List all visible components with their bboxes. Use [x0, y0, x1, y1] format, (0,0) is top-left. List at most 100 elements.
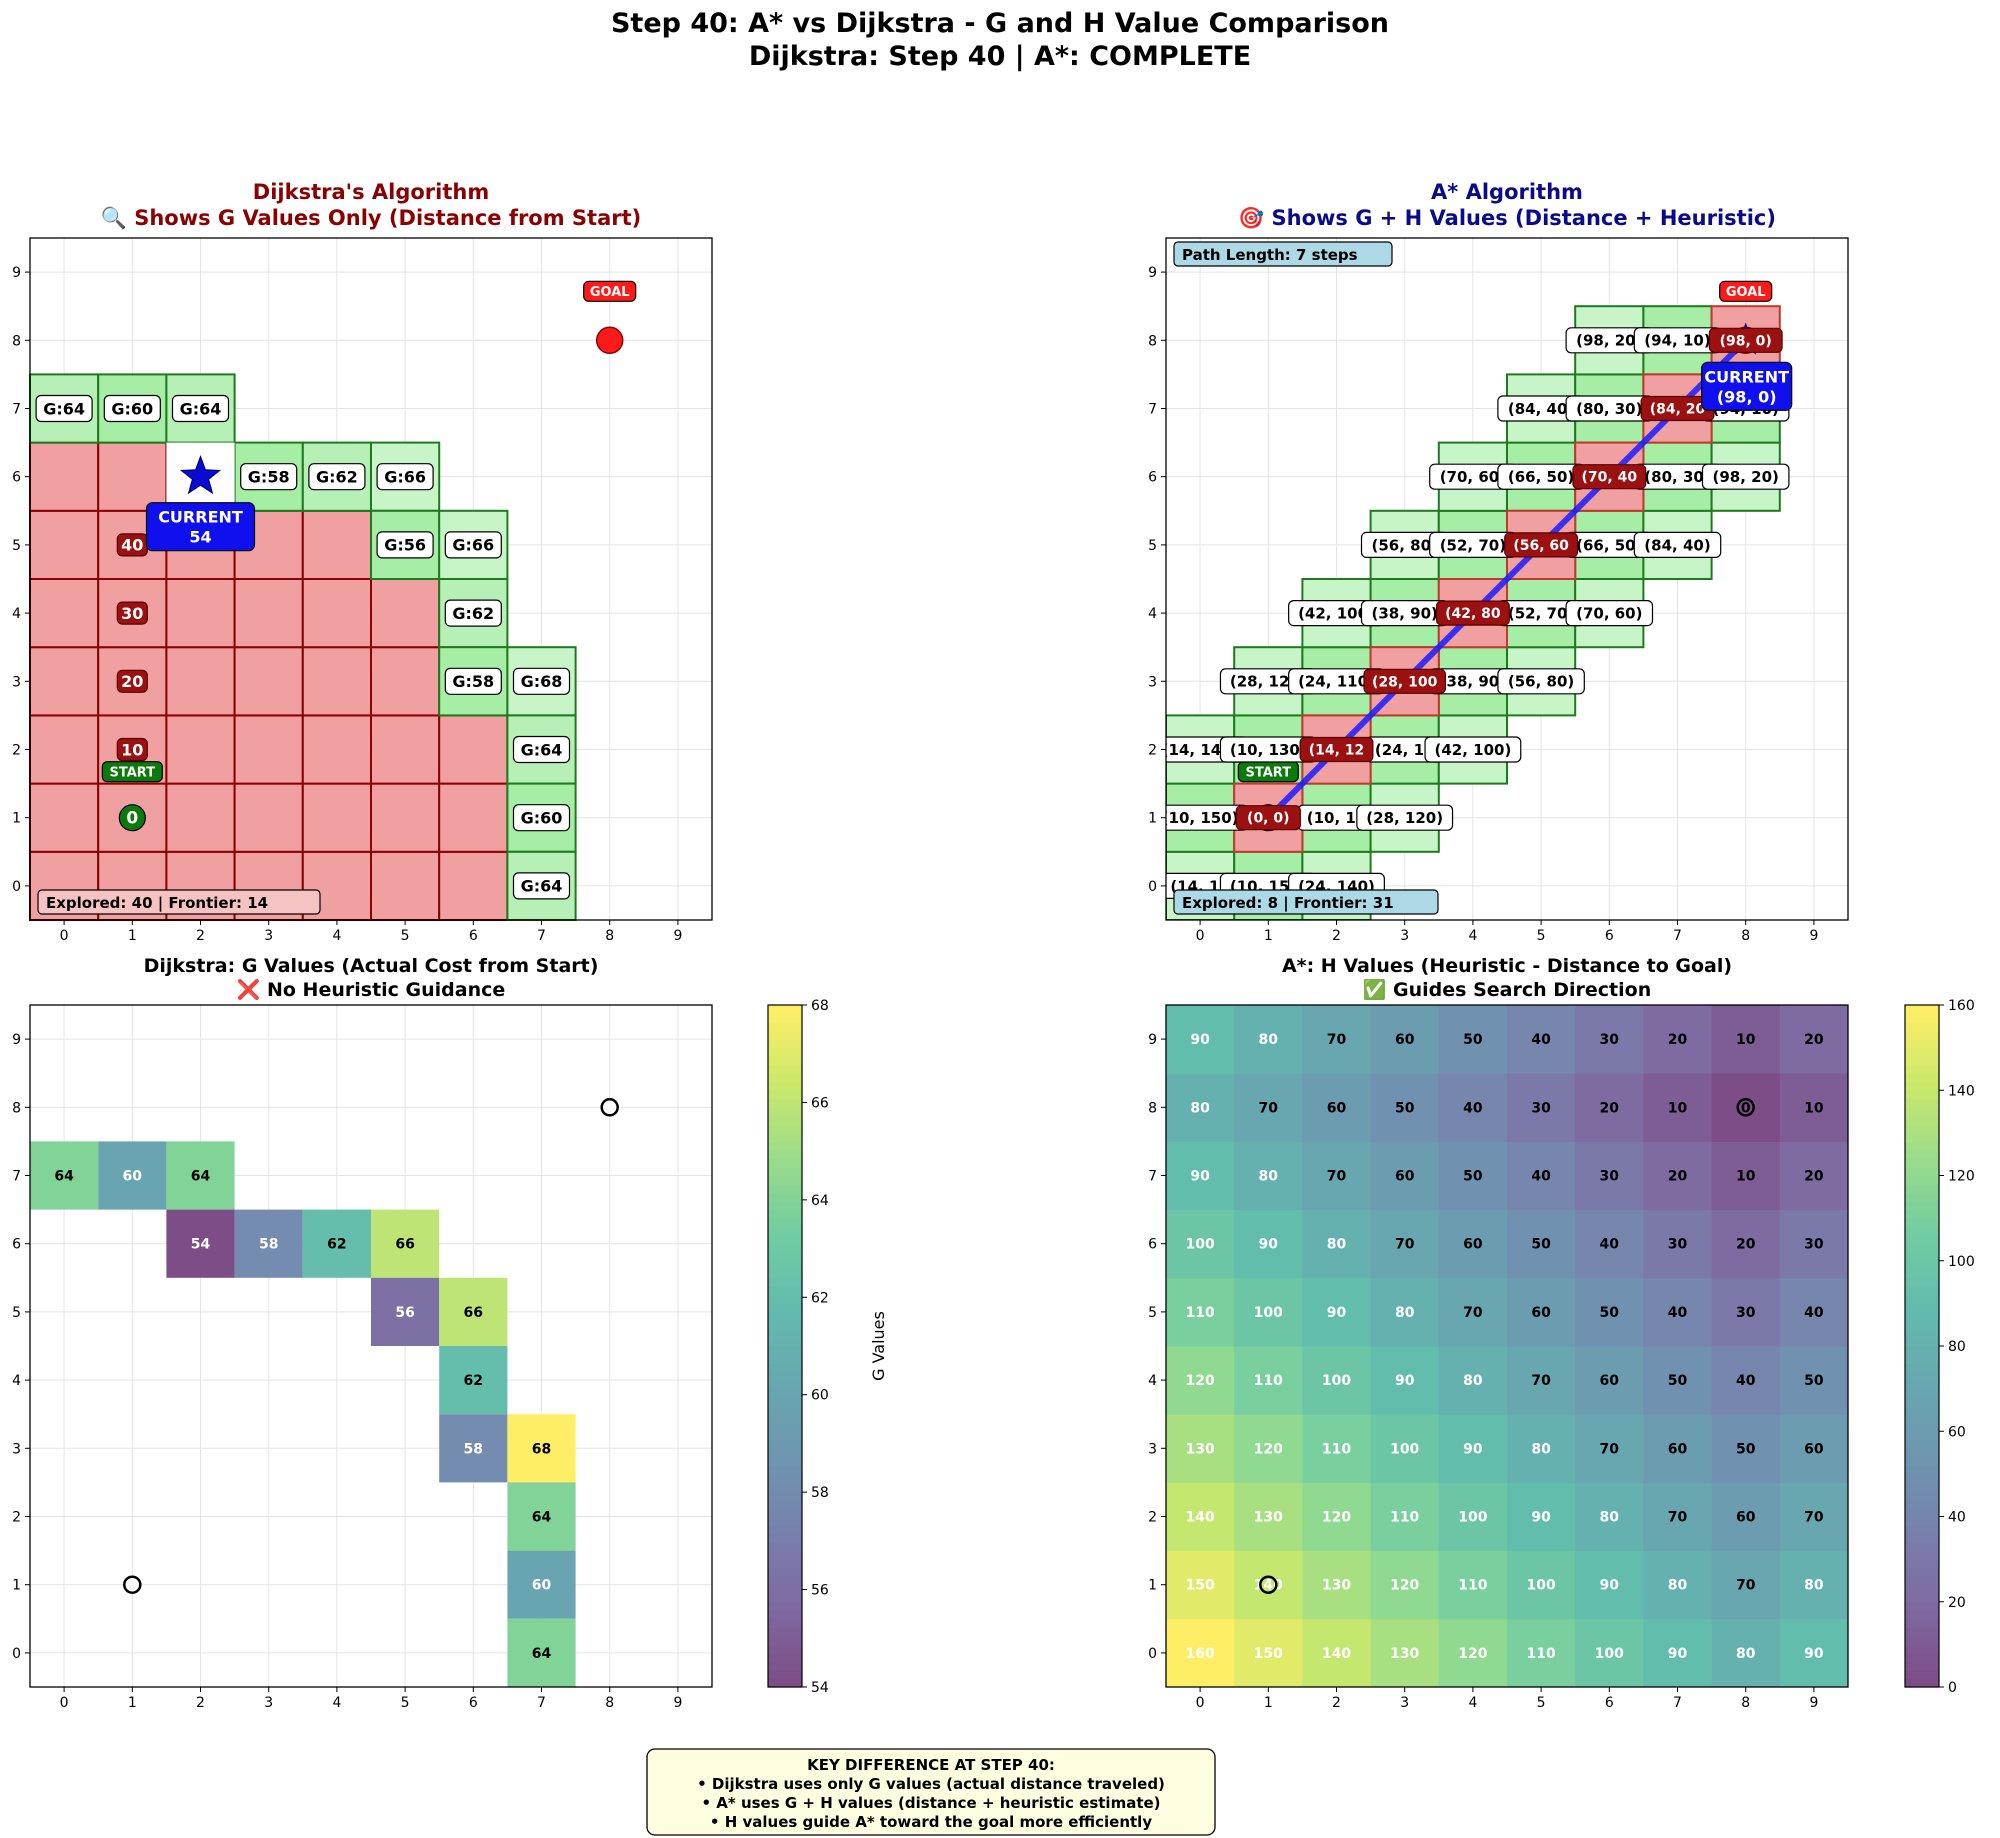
x-tick-label: 4	[1468, 1695, 1477, 1711]
frontier-g-label: G:58	[444, 667, 502, 695]
info-text: Explored: 40 | Frontier: 14	[46, 894, 268, 913]
g-value-text: 64	[54, 1169, 74, 1185]
position-marker	[600, 1098, 619, 1117]
colorbar-segment	[1905, 1507, 1939, 1518]
colorbar-segment	[768, 1260, 802, 1270]
colorbar-segment	[768, 1328, 802, 1339]
h-value-cell	[1438, 1141, 1508, 1211]
h-value-cell	[1438, 1482, 1508, 1552]
g-value-cell	[507, 1550, 576, 1619]
cell-label-text: 20	[121, 672, 143, 691]
colorbar-segment	[1905, 1363, 1939, 1373]
h-value-cell	[1166, 1482, 1235, 1552]
cell-label-text: (10, 13	[1307, 809, 1367, 827]
cell-label-text: (10, 130)	[1230, 741, 1307, 759]
y-tick-label: 2	[1148, 1510, 1157, 1526]
h-value-cell	[1370, 1414, 1440, 1483]
colorbar-segment	[768, 1175, 802, 1185]
g-value-text: 66	[464, 1305, 483, 1321]
x-tick-label: 4	[332, 928, 341, 944]
h-value-cell	[1711, 1141, 1781, 1211]
cell-label-box	[1497, 668, 1585, 695]
explored-cell	[29, 441, 100, 512]
colorbar-segment	[1905, 1337, 1939, 1347]
h-value-cell	[1234, 1073, 1303, 1142]
frontier-gh-label: (42, 100)	[1288, 599, 1385, 627]
h-value-cell	[1575, 1277, 1644, 1347]
colorbar-segment	[768, 1465, 802, 1475]
colorbar-tick-label: 64	[811, 1193, 829, 1209]
h-value-cell	[1575, 1141, 1644, 1211]
h-value-text: 0	[1741, 1100, 1751, 1116]
colorbar-segment	[768, 1363, 802, 1373]
colorbar-segment	[1905, 1371, 1939, 1381]
explored-cell	[233, 646, 304, 717]
g-value-text: 54	[191, 1237, 211, 1253]
colorbar-segment	[768, 1056, 802, 1066]
g-value-cell	[30, 1141, 99, 1210]
h-value-cell	[1507, 1209, 1576, 1279]
h-value-text: 110	[1322, 1441, 1351, 1457]
h-value-cell	[1438, 1005, 1508, 1074]
explored-gh-label: (42, 80	[1435, 600, 1510, 626]
cell-label-box	[583, 280, 637, 302]
cell-label-box	[376, 531, 434, 559]
x-tick-label: 7	[537, 1695, 546, 1711]
y-tick-label: 5	[12, 1305, 21, 1321]
explored-cell	[370, 850, 441, 921]
cell-label-text: GOAL	[1726, 285, 1766, 300]
h-value-cell	[1643, 1346, 1713, 1415]
h-value-text: 120	[1185, 1373, 1214, 1389]
colorbar-segment	[1905, 1644, 1939, 1654]
h-value-text: 90	[1600, 1578, 1620, 1594]
colorbar-segment	[768, 1405, 802, 1415]
explored-cell	[233, 714, 304, 785]
info-box-bg	[1173, 889, 1439, 915]
h-value-cell	[1234, 1005, 1303, 1074]
colorbar-segment	[768, 1073, 802, 1083]
explored-cell	[233, 578, 304, 649]
colorbar-segment	[768, 1226, 802, 1236]
subplot-subtitle: ❌ No Heuristic Guidance	[237, 978, 506, 1001]
cell-label-box	[1701, 463, 1790, 490]
h-value-cell	[1438, 1550, 1508, 1620]
frontier-gh-label: (52, 70)	[1497, 599, 1585, 627]
colorbar-segment	[768, 1090, 802, 1100]
h-value-text: 10	[1736, 1169, 1756, 1185]
y-tick-label: 1	[12, 1578, 21, 1594]
cell-label-box	[444, 667, 502, 695]
colorbar-segment	[768, 1439, 802, 1449]
colorbar-segment	[1905, 1388, 1939, 1398]
h-value-cell	[1234, 1346, 1303, 1415]
h-value-text: 160	[1185, 1646, 1214, 1662]
cell-label-text: (42, 80	[1445, 606, 1501, 622]
h-value-text: 140	[1185, 1510, 1214, 1526]
current-callout-box	[145, 502, 256, 552]
cell-label-box	[512, 667, 571, 695]
h-value-text: 10	[1668, 1100, 1688, 1116]
cell-label-text: G:64	[521, 877, 563, 896]
explored-cell	[29, 578, 100, 649]
colorbar-segment	[768, 1209, 802, 1219]
cell-label-box	[116, 601, 148, 625]
h-value-text: 50	[1395, 1100, 1415, 1116]
position-marker	[123, 1575, 142, 1594]
frontier-g-label: G:64	[512, 872, 571, 900]
h-value-cell	[1643, 1209, 1713, 1279]
frontier-g-label: G:62	[444, 599, 502, 627]
h-value-cell	[1711, 1550, 1781, 1620]
frontier-g-label: G:58	[240, 463, 298, 491]
colorbar-segment	[768, 1627, 802, 1637]
y-tick-label: 5	[12, 538, 21, 554]
h-value-text: 70	[1736, 1578, 1756, 1594]
frontier-gh-label: (70, 60)	[1565, 599, 1654, 627]
colorbar-tick-label: 54	[811, 1680, 829, 1696]
colorbar-tick-label: 120	[1948, 1169, 1975, 1185]
colorbar-segment	[1905, 1669, 1939, 1680]
x-tick-label: 2	[196, 928, 205, 944]
colorbar-segment	[1905, 1354, 1939, 1364]
h-value-text: 40	[1736, 1373, 1756, 1389]
